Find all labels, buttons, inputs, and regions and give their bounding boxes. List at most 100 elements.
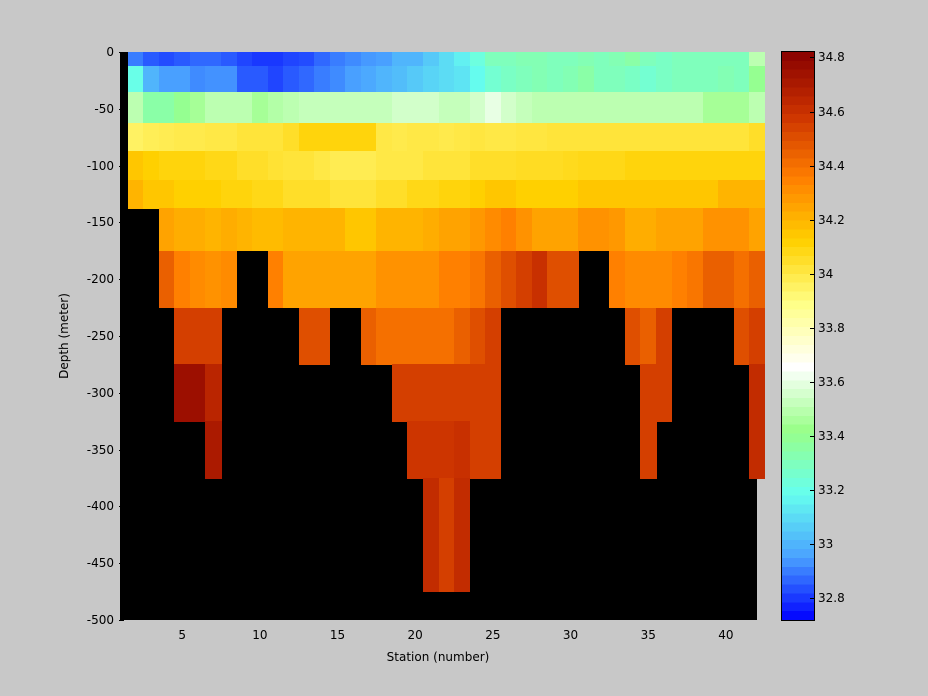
heatmap-cell	[547, 151, 564, 181]
heatmap-cell	[174, 208, 191, 252]
heatmap-cell	[376, 66, 393, 93]
heatmap-cell	[174, 364, 191, 422]
heatmap-cell	[407, 250, 424, 309]
heatmap-cell	[609, 123, 626, 152]
heatmap-cell	[422, 208, 440, 252]
colorbar-tick-label: 34.2	[818, 212, 845, 227]
y-tick-label: -500	[86, 613, 114, 627]
heatmap-cell	[454, 534, 471, 593]
heatmap-cell	[283, 123, 300, 152]
heatmap-cell	[718, 250, 735, 309]
heatmap-cell	[189, 364, 207, 422]
heatmap-cell	[422, 151, 440, 181]
heatmap-cell	[407, 421, 424, 479]
colorbar-tick-label: 34.8	[818, 50, 845, 65]
heatmap-cell	[749, 179, 766, 209]
heatmap-cell	[438, 250, 455, 309]
heatmap-cell	[422, 52, 440, 67]
y-tick-label: 0	[106, 45, 114, 59]
heatmap-cell	[656, 151, 673, 181]
colorbar-tick-mark	[810, 436, 814, 438]
heatmap-cell	[469, 250, 486, 309]
heatmap-cell	[702, 208, 719, 252]
heatmap-cell	[329, 123, 346, 152]
heatmap-cell	[360, 123, 377, 152]
heatmap-cell	[485, 123, 502, 152]
heatmap-cell	[485, 66, 502, 93]
heatmap-cell	[749, 364, 766, 422]
heatmap-cell	[220, 123, 238, 152]
heatmap-cell	[702, 250, 719, 309]
x-tick-mark	[492, 615, 494, 620]
heatmap-cell	[174, 52, 191, 67]
heatmap-cell	[314, 52, 331, 67]
heatmap-cell	[547, 179, 564, 209]
heatmap-cell	[624, 91, 642, 124]
x-tick-mark	[182, 615, 184, 620]
x-tick-label: 25	[485, 628, 501, 642]
heatmap-cell	[733, 123, 750, 152]
heatmap-cell	[469, 52, 486, 67]
heatmap-cell	[298, 307, 315, 365]
heatmap-cell	[283, 179, 300, 209]
heatmap-cell	[283, 208, 300, 252]
heatmap-cell	[624, 208, 642, 252]
heatmap-cell	[391, 66, 408, 93]
heatmap-cell	[158, 52, 175, 67]
heatmap-cell	[329, 179, 346, 209]
heatmap-cell	[516, 52, 533, 67]
heatmap-cell	[329, 208, 346, 252]
heatmap-cell	[454, 478, 471, 536]
heatmap-cell	[283, 91, 300, 124]
heatmap-cell	[298, 179, 315, 209]
heatmap-cell	[733, 208, 750, 252]
heatmap-cell	[469, 307, 486, 365]
heatmap-cell	[469, 91, 486, 124]
heatmap-cell	[702, 179, 719, 209]
heatmap-cell	[407, 66, 424, 93]
heatmap-cell	[189, 208, 207, 252]
y-tick-label: -100	[86, 158, 114, 173]
heatmap-cell	[640, 123, 657, 152]
heatmap-cell	[314, 151, 331, 181]
heatmap-cell	[158, 151, 175, 181]
heatmap-cell	[454, 208, 471, 252]
heatmap-cell	[267, 66, 284, 93]
heatmap-cell	[283, 250, 300, 309]
heatmap-cell	[438, 307, 455, 365]
heatmap-cell	[718, 123, 735, 152]
heatmap-cell	[158, 208, 175, 252]
heatmap-cell	[469, 364, 486, 422]
heatmap-cell	[407, 307, 424, 365]
colorbar-tick-label: 34.4	[818, 158, 845, 173]
heatmap-cell	[656, 250, 673, 309]
heatmap-cell	[236, 91, 253, 124]
heatmap-cell	[562, 66, 579, 93]
heatmap-cell	[500, 123, 517, 152]
heatmap-cell	[454, 364, 471, 422]
y-tick-label: -250	[86, 329, 114, 343]
heatmap-cell	[593, 52, 610, 67]
colorbar-tick-label: 33.6	[818, 374, 845, 389]
heatmap-cell	[593, 91, 610, 124]
heatmap-cell	[485, 179, 502, 209]
heatmap-cell	[236, 66, 253, 93]
colorbar-tick-mark	[810, 219, 814, 221]
heatmap-cell	[143, 179, 160, 209]
heatmap-cell	[500, 52, 517, 67]
heatmap-cell	[733, 250, 750, 309]
heatmap-cell	[749, 307, 766, 365]
heatmap-cell	[454, 123, 471, 152]
heatmap-cell	[391, 208, 408, 252]
heatmap-cell	[562, 52, 579, 67]
heatmap-cell	[189, 151, 207, 181]
heatmap-cell	[671, 250, 688, 309]
colorbar-tick-mark	[810, 381, 814, 383]
x-tick-label: 30	[562, 628, 579, 642]
heatmap-cell	[143, 66, 160, 93]
heatmap-cell	[656, 307, 673, 365]
heatmap-cell	[127, 123, 144, 152]
heatmap-cell	[656, 364, 673, 422]
heatmap-cell	[733, 151, 750, 181]
y-tick-mark	[119, 52, 124, 53]
